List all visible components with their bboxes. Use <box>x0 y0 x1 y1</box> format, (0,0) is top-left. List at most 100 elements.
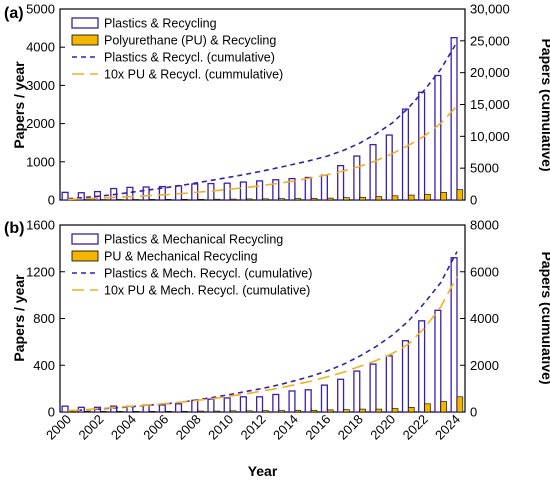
legend-label: Plastics & Mechanical Recycling <box>104 233 283 247</box>
bar-pu <box>116 199 123 201</box>
bar-plastics <box>418 91 426 201</box>
y2-tick-label: 8000 <box>470 218 499 233</box>
bar-pu <box>456 189 464 201</box>
bar-pu <box>132 411 139 413</box>
y2-tick-label: 30,000 <box>470 2 510 17</box>
bar-pu <box>262 198 269 201</box>
bar-pu <box>100 199 107 201</box>
y-tick-label: 1600 <box>26 218 55 233</box>
bar-plastics <box>288 177 296 201</box>
bar-pu <box>375 196 383 201</box>
bar-pu <box>148 411 156 413</box>
y-tick-label: 800 <box>33 311 55 326</box>
bar-plastics <box>77 192 85 201</box>
bar-plastics <box>239 396 247 413</box>
bar-plastics <box>304 176 312 201</box>
bar-pu <box>100 411 107 413</box>
bar-pu <box>197 410 204 413</box>
bar-plastics <box>272 179 280 201</box>
x-tick-label: 2010 <box>205 412 236 443</box>
legend-label: Plastics & Recycl. (cumulative) <box>104 51 275 65</box>
bar-plastics <box>434 309 442 413</box>
legend-label: 10x PU & Recycl. (cummulative) <box>104 68 283 82</box>
bar-plastics <box>142 186 150 201</box>
bar-pu <box>408 194 415 201</box>
y-tick-label: 0 <box>48 405 55 420</box>
bar-pu <box>391 408 399 413</box>
y2-tick-label: 20,000 <box>470 65 510 80</box>
bar-plastics <box>272 393 280 413</box>
bar-pu <box>343 197 350 201</box>
bar-plastics <box>385 355 393 413</box>
bar-pu <box>359 197 366 201</box>
legend-label: Polyurethane (PU) & Recycling <box>104 34 276 48</box>
bar-plastics <box>401 340 410 413</box>
bar-plastics <box>320 174 328 201</box>
cumulative-line <box>67 276 458 412</box>
bar-pu <box>181 199 188 201</box>
bar-pu <box>245 198 253 201</box>
bar-pu <box>262 410 269 413</box>
bar-plastics <box>450 257 458 413</box>
bar-plastics <box>158 185 166 201</box>
bar-plastics <box>369 363 377 413</box>
bar-pu <box>310 197 318 201</box>
bar-pu <box>83 199 91 201</box>
bar-plastics <box>256 180 264 201</box>
legend-swatch-plastics-bar <box>71 233 99 245</box>
bar-pu <box>278 198 285 201</box>
bar-plastics <box>256 396 264 413</box>
y2-tick-label: 10,000 <box>470 129 510 144</box>
y-tick-label: 1200 <box>26 264 55 279</box>
bar-pu <box>132 199 139 201</box>
bar-plastics <box>110 405 118 413</box>
bar-plastics <box>158 404 166 413</box>
bar-plastics <box>434 74 442 201</box>
y-tick-label: 0 <box>48 193 55 208</box>
bar-pu <box>229 198 237 201</box>
y-tick-label: 4000 <box>26 40 55 55</box>
y2-axis-title: Papers (cumulative) <box>539 38 550 171</box>
y-tick-label: 400 <box>33 358 55 373</box>
bar-pu <box>456 396 464 413</box>
bar-plastics <box>418 320 426 413</box>
bar-pu <box>294 198 302 201</box>
y-tick-label: 1000 <box>26 154 55 169</box>
legend-swatch-pu-bar <box>71 34 99 46</box>
bar-pu <box>343 409 350 413</box>
bar-pu <box>327 409 334 413</box>
x-tick-label: 2018 <box>335 412 366 443</box>
y2-axis-title: Papers (cumulative) <box>539 251 550 384</box>
bar-plastics <box>353 370 361 413</box>
bar-plastics <box>320 384 328 413</box>
bar-plastics <box>223 182 231 201</box>
bar-pu <box>294 409 302 413</box>
bar-plastics <box>126 186 134 201</box>
bar-pu <box>440 192 447 201</box>
legend-swatch-plastics-bar <box>71 17 99 29</box>
x-tick-label: 2022 <box>400 412 431 443</box>
x-tick-label: 2014 <box>270 412 301 443</box>
y-axis-title: Papers / year <box>11 61 27 149</box>
bar-plastics <box>174 403 183 413</box>
y2-tick-label: 4000 <box>470 311 499 326</box>
bar-plastics <box>61 191 69 201</box>
bar-pu <box>440 401 447 413</box>
bar-plastics <box>353 155 361 201</box>
x-axis-title: Year <box>248 463 278 479</box>
x-tick-label: 2002 <box>75 412 106 443</box>
y2-tick-label: 2000 <box>470 358 499 373</box>
bar-plastics <box>304 389 312 413</box>
y2-tick-label: 0 <box>470 193 477 208</box>
bar-plastics <box>369 143 377 201</box>
bar-pu <box>164 410 172 413</box>
y2-tick-label: 6000 <box>470 264 499 279</box>
bar-plastics <box>385 134 393 201</box>
legend-swatch-pu-bar <box>71 250 99 262</box>
bar-pu <box>181 410 188 413</box>
bar-pu <box>278 410 285 413</box>
x-tick-label: 2008 <box>173 412 204 443</box>
cumulative-line <box>67 41 458 200</box>
bar-plastics <box>191 399 199 413</box>
